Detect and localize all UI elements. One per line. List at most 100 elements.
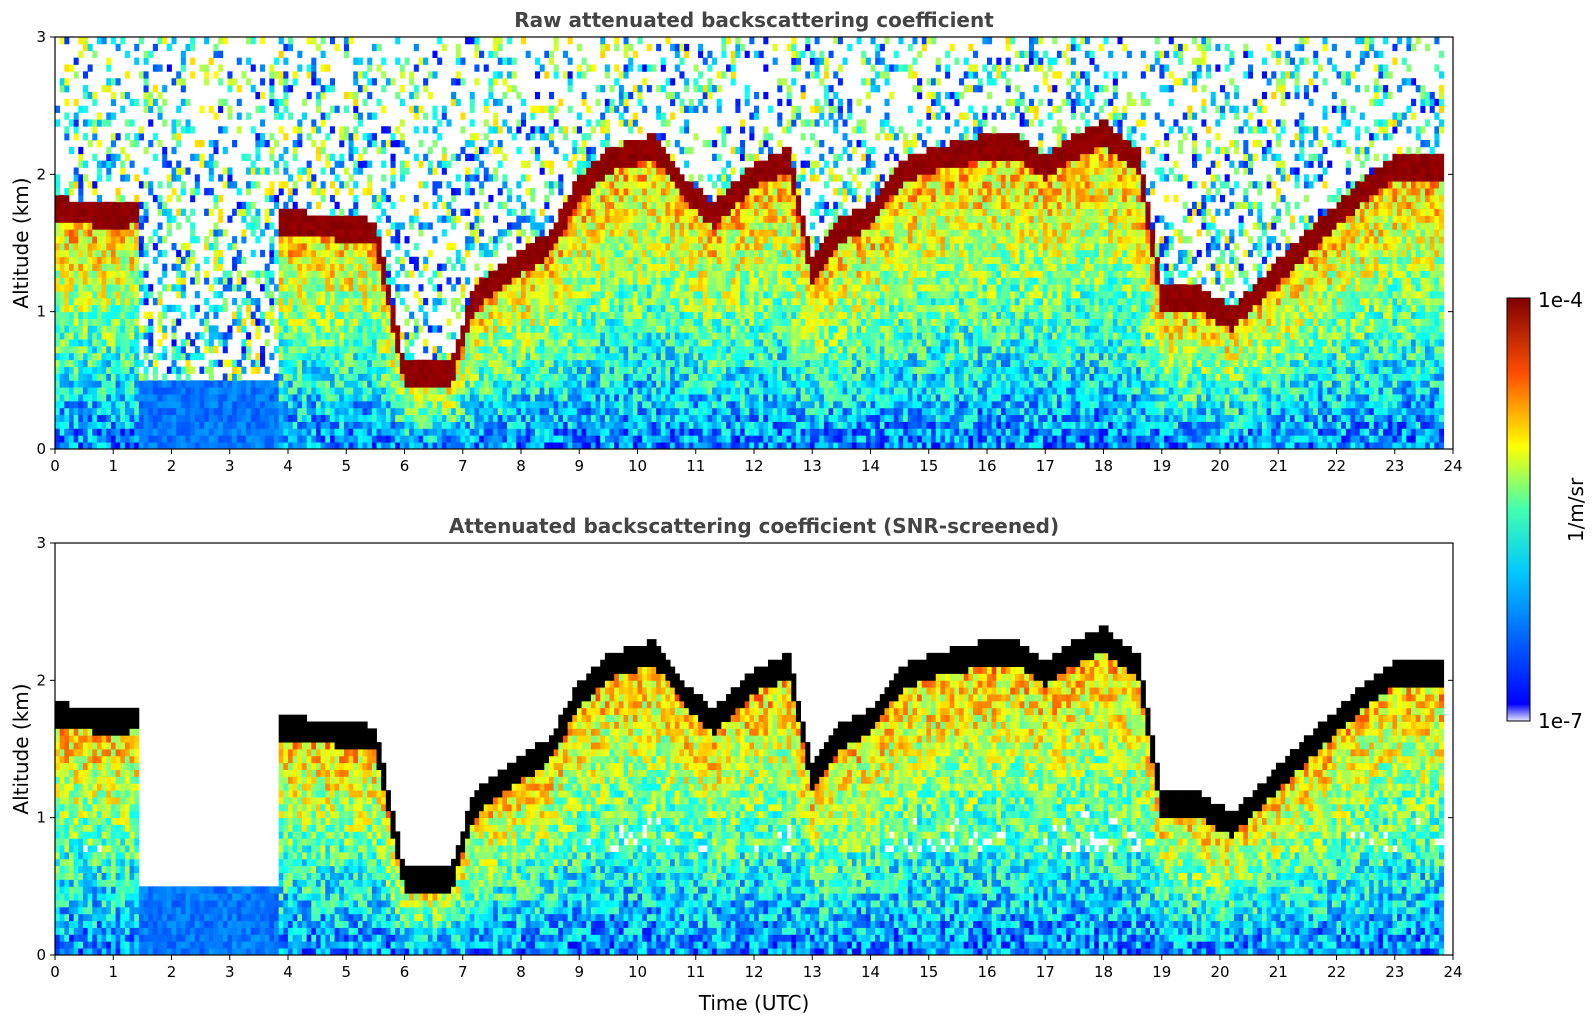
heatmap-cell bbox=[274, 105, 280, 113]
heatmap-cell bbox=[651, 304, 657, 313]
heatmap-cell bbox=[343, 407, 349, 416]
heatmap-cell bbox=[339, 249, 345, 258]
heatmap-cell bbox=[64, 98, 70, 107]
heatmap-cell bbox=[101, 243, 107, 251]
heatmap-cell bbox=[614, 318, 620, 326]
heatmap-cell bbox=[530, 146, 536, 155]
heatmap-cell bbox=[241, 318, 247, 326]
heatmap-cell bbox=[381, 304, 387, 313]
heatmap-cell bbox=[292, 352, 298, 361]
heatmap-cell bbox=[488, 352, 494, 361]
heatmap-cell bbox=[64, 352, 70, 361]
heatmap-cell bbox=[618, 318, 624, 326]
heatmap-cell bbox=[432, 112, 438, 120]
heatmap-cell bbox=[581, 318, 587, 326]
heatmap-cell bbox=[134, 435, 140, 443]
heatmap-cell bbox=[507, 346, 513, 354]
heatmap-cell bbox=[525, 407, 531, 416]
heatmap-cell bbox=[572, 249, 578, 258]
heatmap-cell bbox=[511, 428, 517, 436]
heatmap-cell bbox=[288, 407, 294, 416]
heatmap-cell bbox=[544, 201, 550, 210]
heatmap-cell bbox=[604, 229, 610, 237]
heatmap-cell bbox=[511, 133, 517, 141]
heatmap-cell bbox=[101, 318, 107, 326]
heatmap-cell bbox=[646, 428, 652, 436]
heatmap-cell bbox=[656, 208, 662, 216]
heatmap-cell bbox=[651, 277, 657, 285]
heatmap-cell bbox=[497, 291, 503, 299]
heatmap-cell bbox=[343, 311, 349, 319]
heatmap-cell bbox=[371, 112, 377, 120]
heatmap-cell bbox=[315, 359, 322, 367]
heatmap-cell bbox=[110, 366, 116, 374]
heatmap-cell bbox=[82, 119, 89, 127]
heatmap-cell bbox=[320, 435, 326, 443]
heatmap-cell bbox=[637, 167, 643, 175]
heatmap-cell bbox=[162, 160, 168, 168]
heatmap-cell bbox=[423, 181, 429, 189]
heatmap-cell bbox=[642, 346, 648, 354]
heatmap-cell bbox=[92, 325, 98, 333]
heatmap-cell bbox=[553, 366, 559, 374]
heatmap-cell bbox=[395, 140, 401, 148]
heatmap-cell bbox=[567, 284, 573, 292]
heatmap-cell bbox=[562, 304, 568, 313]
heatmap-cell bbox=[185, 98, 191, 107]
heatmap-cell bbox=[138, 380, 144, 388]
heatmap-cell bbox=[632, 407, 638, 416]
heatmap-cell bbox=[418, 407, 424, 416]
heatmap-cell bbox=[548, 352, 555, 361]
heatmap-cell bbox=[441, 160, 447, 168]
heatmap-cell bbox=[260, 387, 266, 395]
heatmap-cell bbox=[176, 222, 182, 230]
heatmap-cell bbox=[339, 263, 345, 271]
heatmap-cell bbox=[334, 428, 340, 436]
heatmap-cell bbox=[199, 435, 205, 443]
heatmap-cell bbox=[297, 277, 303, 285]
heatmap-cell bbox=[227, 325, 233, 333]
heatmap-cell bbox=[73, 126, 79, 134]
heatmap-cell bbox=[311, 346, 317, 354]
heatmap-cell bbox=[558, 297, 564, 306]
heatmap-cell bbox=[325, 311, 331, 319]
heatmap-cell bbox=[329, 318, 335, 326]
heatmap-cell bbox=[404, 304, 410, 313]
heatmap-cell bbox=[166, 215, 172, 223]
heatmap-cell bbox=[92, 270, 98, 278]
heatmap-cell bbox=[576, 380, 582, 388]
heatmap-cell bbox=[176, 414, 182, 422]
heatmap-cell bbox=[306, 428, 312, 436]
heatmap-cell bbox=[269, 188, 275, 196]
heatmap-cell bbox=[576, 188, 582, 196]
heatmap-cell bbox=[595, 174, 601, 182]
heatmap-cell bbox=[367, 78, 373, 86]
heatmap-cell bbox=[162, 201, 168, 210]
heatmap-cell bbox=[176, 291, 182, 299]
heatmap-cell bbox=[78, 160, 84, 168]
heatmap-cell bbox=[96, 387, 102, 395]
heatmap-cell bbox=[469, 133, 475, 141]
heatmap-cell bbox=[176, 346, 182, 354]
heatmap-cell bbox=[381, 442, 387, 449]
heatmap-cell bbox=[82, 263, 89, 271]
heatmap-cell bbox=[614, 270, 620, 278]
heatmap-cell bbox=[567, 311, 573, 319]
heatmap-cell bbox=[432, 442, 438, 449]
heatmap-cell bbox=[460, 352, 466, 361]
heatmap-cell bbox=[656, 291, 662, 299]
heatmap-cell bbox=[246, 332, 252, 340]
heatmap-cell bbox=[367, 181, 373, 189]
heatmap-cell bbox=[465, 37, 471, 45]
heatmap-cell bbox=[395, 421, 401, 429]
heatmap-cell bbox=[87, 263, 93, 271]
heatmap-cell bbox=[595, 297, 601, 306]
heatmap-cell bbox=[301, 442, 308, 449]
heatmap-cell bbox=[590, 407, 596, 416]
heatmap-cell bbox=[371, 394, 377, 402]
heatmap-cell bbox=[82, 160, 89, 168]
heatmap-cell bbox=[278, 263, 284, 271]
heatmap-cell bbox=[162, 98, 168, 107]
heatmap-cell bbox=[441, 112, 447, 120]
heatmap-cell bbox=[320, 394, 326, 402]
